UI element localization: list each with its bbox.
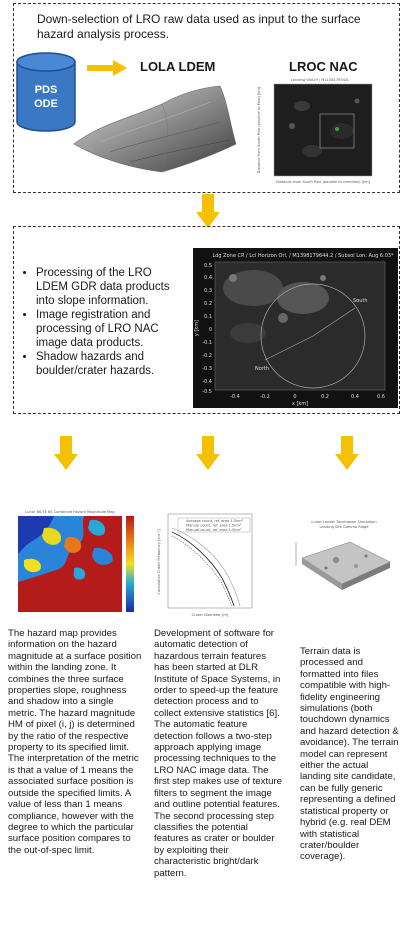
terrain-model-plot: Lunar Lander Touchdown Simulation Landin…: [286, 518, 398, 600]
lola-ldem-terrain-image: [73, 85, 237, 173]
lroc-plot-ylabel: Distance from South Pole (positive to Ea…: [257, 86, 261, 173]
lroc-nac-plot: Landing Site29 / M1158170542L Distance f…: [252, 76, 382, 186]
x-tick: 0.6: [377, 394, 385, 400]
x-tick: 0: [293, 394, 296, 400]
heatmap-title: Lunar 86.5E 8S Combined Hazard Magnitude…: [25, 510, 115, 514]
shadow-hazard-plot: Ldg Zone CR / Lcl Horizon Orl. / M139817…: [193, 248, 398, 408]
crater-xlabel: Crater Diameter [m]: [192, 613, 229, 617]
down-arrow-icon: [335, 436, 359, 470]
top-title: Down-selection of LRO raw data used as i…: [37, 12, 361, 41]
y-tick: 0.5: [204, 263, 212, 269]
shadow-plot-title: Ldg Zone CR / Lcl Horizon Orl. / M139817…: [212, 253, 394, 259]
middle-panel: [13, 226, 400, 414]
legend-entry: Manual count, ref. area 1.5km²: [186, 524, 242, 528]
terrain-model-title-1: Lunar Lander Touchdown Simulation: [311, 520, 376, 524]
crater-frequency-plot: Average count, ref. area 1.5km² Manual c…: [150, 508, 258, 620]
terrain-data-description: Terrain data is processed and formatted …: [300, 646, 399, 863]
down-arrow-icon: [196, 194, 220, 228]
y-tick: 0.2: [204, 301, 212, 307]
y-tick: -0.5: [202, 389, 212, 395]
down-arrow-icon: [54, 436, 78, 470]
north-label: North: [255, 366, 269, 372]
bullet-item: Processing of the LRO LDEM GDR data prod…: [36, 266, 180, 308]
lola-ldem-label: LOLA LDEM: [140, 59, 216, 74]
y-tick: -0.3: [202, 366, 212, 372]
pds-ode-database-icon: [16, 52, 76, 132]
x-tick: 0.2: [321, 394, 329, 400]
database-label-pds: PDS: [34, 84, 58, 96]
y-tick: 0.1: [204, 314, 212, 320]
south-label: South: [353, 298, 368, 304]
lroc-nac-label: LROC NAC: [289, 59, 358, 74]
y-tick: 0.3: [204, 288, 212, 294]
right-arrow-icon: [87, 60, 127, 76]
x-tick: 0.4: [351, 394, 359, 400]
hazard-map-description: The hazard map provides information on t…: [8, 628, 142, 856]
y-tick: -0.2: [202, 353, 212, 359]
terrain-model-title-2: Landing Site Gamma Ridge: [319, 525, 369, 529]
y-tick: 0.4: [204, 275, 212, 281]
top-panel: [13, 3, 400, 193]
x-tick: -0.2: [260, 394, 270, 400]
process-bullet-list: Processing of the LRO LDEM GDR data prod…: [22, 266, 180, 378]
y-axis-label: y [km]: [194, 320, 200, 336]
crater-ylabel: Cumulative Crater Frequency [km⁻²]: [157, 529, 161, 595]
feature-detection-description: Development of software for automatic de…: [154, 628, 282, 879]
hazard-magnitude-map: Lunar 86.5E 8S Combined Hazard Magnitude…: [18, 510, 134, 612]
y-tick: 0: [209, 327, 212, 333]
database-label-ode: ODE: [34, 98, 58, 110]
x-tick-labels: -0.4 -0.2 0 0.2 0.4 0.6: [230, 394, 385, 400]
down-arrow-icon: [196, 436, 220, 470]
lroc-plot-xlabel: Distance from South Pole (parallel to me…: [276, 180, 371, 184]
x-tick: -0.4: [230, 394, 240, 400]
legend-entry: Average count, ref. area 1.5km²: [186, 519, 244, 523]
bullet-item: Image registration and processing of LRO…: [36, 308, 180, 350]
lroc-plot-title: Landing Site29 / M1158170542L: [291, 78, 349, 82]
y-tick-labels: 0.5 0.4 0.3 0.2 0.1 0 -0.1 -0.2 -0.3 -0.…: [202, 263, 212, 395]
bullet-item: Shadow hazards and boulder/crater hazard…: [36, 350, 180, 378]
legend-entry: Manual count, ref. area 1.5km²: [186, 528, 242, 532]
y-tick: -0.4: [202, 379, 212, 385]
y-tick: -0.1: [202, 340, 212, 346]
x-axis-label: x [km]: [292, 401, 308, 407]
